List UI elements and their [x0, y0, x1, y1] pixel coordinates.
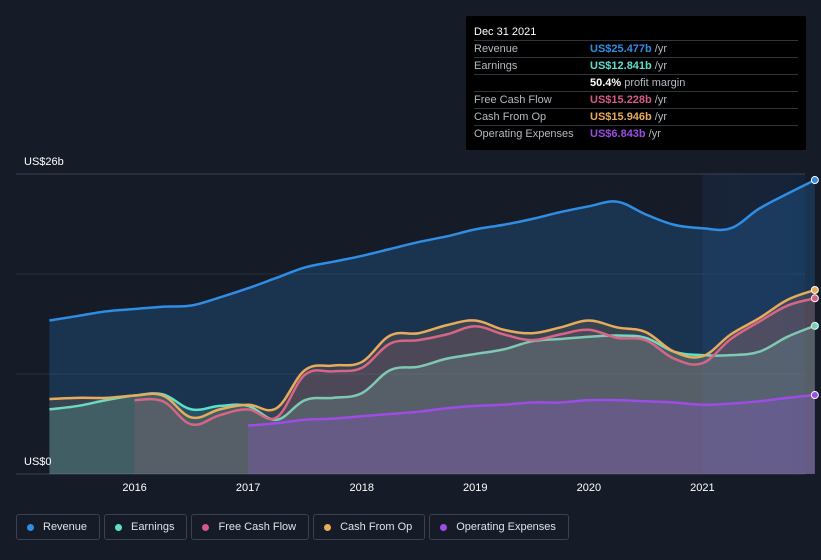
- legend: Revenue Earnings Free Cash Flow Cash From O…: [16, 514, 569, 542]
- cash-from-op-end-point: [810, 286, 819, 295]
- legend-dot-icon: [27, 523, 34, 531]
- tooltip-row-label: Cash From Op: [474, 111, 547, 123]
- legend-item-cash-from-op[interactable]: Cash From Op: [313, 514, 426, 540]
- y-axis-bottom-label: US$0: [24, 456, 52, 468]
- tooltip-row: Earnings US$12.841b/yr: [474, 57, 798, 74]
- tooltip-row: 50.4% profit margin: [474, 74, 798, 91]
- tooltip-row-label: Free Cash Flow: [474, 94, 552, 106]
- tooltip-row-unit: /yr: [648, 128, 661, 140]
- legend-label: Free Cash Flow: [218, 521, 297, 533]
- revenue-end-point: [810, 176, 819, 185]
- earnings-end-point: [810, 321, 819, 330]
- tooltip-row-label: [474, 75, 590, 91]
- tooltip-row: Free Cash Flow US$15.228b/yr: [474, 91, 798, 108]
- legend-label: Earnings: [131, 521, 175, 533]
- legend-label: Revenue: [43, 521, 88, 533]
- cash-from-op-area: [49, 290, 815, 474]
- earnings-line: [49, 324, 816, 422]
- tooltip-row: Operating Expenses US$6.843b/yr: [474, 125, 798, 142]
- x-tick-label: 2016: [122, 482, 146, 494]
- legend-label: Cash From Op: [340, 521, 413, 533]
- legend-dot-icon: [115, 523, 123, 531]
- tooltip-row-label: Revenue: [474, 43, 519, 55]
- cash-from-op-line: [49, 288, 816, 420]
- free-cash-flow-line: [134, 297, 816, 427]
- legend-dot-icon: [202, 523, 210, 531]
- x-tick-label: 2017: [236, 482, 260, 494]
- tooltip-row-value: US$6.843b: [590, 128, 646, 140]
- tooltip-row-unit: /yr: [654, 94, 667, 106]
- tooltip-row-value: US$15.946b: [590, 111, 652, 123]
- y-axis-top-label: US$26b: [24, 156, 64, 168]
- free-cash-flow-area: [134, 298, 815, 474]
- tooltip-row-value: US$15.228b: [590, 94, 652, 106]
- tooltip-row-value: US$25.477b: [590, 43, 652, 55]
- tooltip-row-value: 50.4%: [590, 77, 622, 89]
- tooltip-row: Revenue US$25.477b/yr: [474, 40, 798, 57]
- operating-expenses-line: [248, 393, 815, 427]
- x-tick-label: 2018: [349, 482, 373, 494]
- tooltip-row-value: US$12.841b: [590, 60, 652, 72]
- revenue-line: [49, 178, 816, 322]
- legend-item-earnings[interactable]: Earnings: [104, 514, 188, 540]
- tooltip-row-label: Operating Expenses: [474, 128, 574, 140]
- tooltip-panel: Dec 31 2021 Revenue US$25.477b/yr Earnings…: [466, 16, 806, 150]
- tooltip-row-unit: /yr: [654, 111, 667, 123]
- tooltip-row-label: Earnings: [474, 60, 518, 72]
- legend-item-revenue[interactable]: Revenue: [16, 514, 101, 540]
- earnings-area: [49, 325, 815, 474]
- operating-expenses-end-point: [810, 391, 819, 400]
- x-tick-label: 2019: [463, 482, 487, 494]
- legend-item-operating-expenses[interactable]: Operating Expenses: [429, 514, 569, 540]
- tooltip-row: Cash From Op US$15.946b/yr: [474, 108, 798, 125]
- legend-item-free-cash-flow[interactable]: Free Cash Flow: [191, 514, 310, 540]
- tooltip-row-unit: /yr: [654, 43, 667, 55]
- legend-label: Operating Expenses: [456, 521, 556, 533]
- tooltip-row-unit: /yr: [654, 60, 667, 72]
- free-cash-flow-end-point: [810, 294, 819, 303]
- x-tick-label: 2021: [690, 482, 714, 494]
- legend-dot-icon: [324, 523, 332, 531]
- tooltip-date: Dec 31 2021: [474, 26, 537, 38]
- x-tick-label: 2020: [577, 482, 601, 494]
- legend-dot-icon: [440, 523, 448, 531]
- tooltip-row-unit: profit margin: [624, 77, 686, 89]
- chart-area: 2016 2017 2018 2019 2020 2021: [16, 173, 819, 494]
